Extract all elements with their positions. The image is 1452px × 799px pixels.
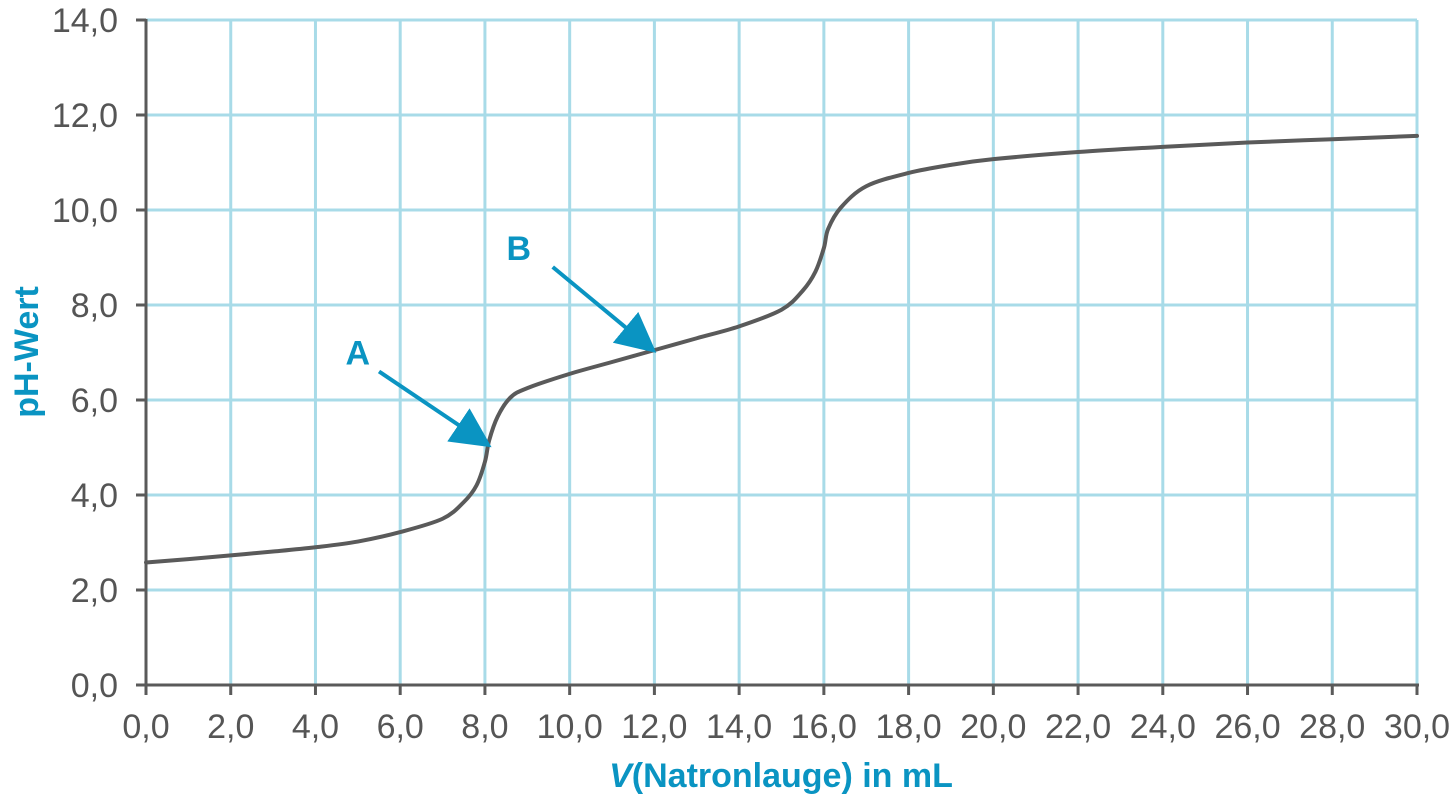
x-axis-title: V(Natronlauge) in mL	[609, 757, 953, 795]
axes	[136, 18, 1419, 695]
titration-curve	[144, 133, 1419, 565]
x-tick-label: 30,0	[1384, 708, 1450, 746]
annotation-label-b: B	[507, 230, 532, 268]
annotation-arrow-b	[551, 265, 657, 353]
x-tick-label: 8,0	[461, 708, 508, 746]
x-tick-label: 4,0	[292, 708, 339, 746]
x-tick-label: 14,0	[706, 708, 772, 746]
x-tick-label: 16,0	[791, 708, 857, 746]
y-tick-label: 8,0	[71, 287, 118, 325]
y-axis-title: pH-Wert	[8, 286, 46, 418]
x-axis-variable: V	[609, 757, 635, 795]
x-tick-label: 22,0	[1045, 708, 1111, 746]
annotation-arrow-a	[377, 369, 492, 448]
y-tick-label: 10,0	[52, 192, 118, 230]
grid	[146, 18, 1419, 685]
x-tick-label: 2,0	[207, 708, 254, 746]
y-tick-label: 12,0	[52, 97, 118, 135]
x-tick-label: 12,0	[621, 708, 687, 746]
x-tick-label: 0,0	[122, 708, 169, 746]
y-tick-label: 0,0	[71, 667, 118, 705]
annotations: AB	[346, 230, 657, 448]
series	[144, 133, 1419, 565]
y-tick-label: 4,0	[71, 477, 118, 515]
x-tick-label: 18,0	[876, 708, 942, 746]
x-tick-label: 26,0	[1214, 708, 1280, 746]
x-tick-label: 24,0	[1130, 708, 1196, 746]
tick-labels: 0,0 2,0 4,0 6,0 8,0 10,0 12,0 14,0 16,0 18,0 20,0 2…	[52, 2, 1450, 746]
x-tick-label: 10,0	[537, 708, 603, 746]
x-tick-label: 6,0	[377, 708, 424, 746]
y-tick-label: 6,0	[71, 382, 118, 420]
x-tick-label: 28,0	[1299, 708, 1365, 746]
x-axis-unit-text: (Natronlauge) in mL	[632, 757, 953, 795]
annotation-label-a: A	[346, 335, 371, 373]
x-tick-label: 20,0	[960, 708, 1026, 746]
y-tick-label: 14,0	[52, 2, 118, 40]
y-tick-label: 2,0	[71, 572, 118, 610]
